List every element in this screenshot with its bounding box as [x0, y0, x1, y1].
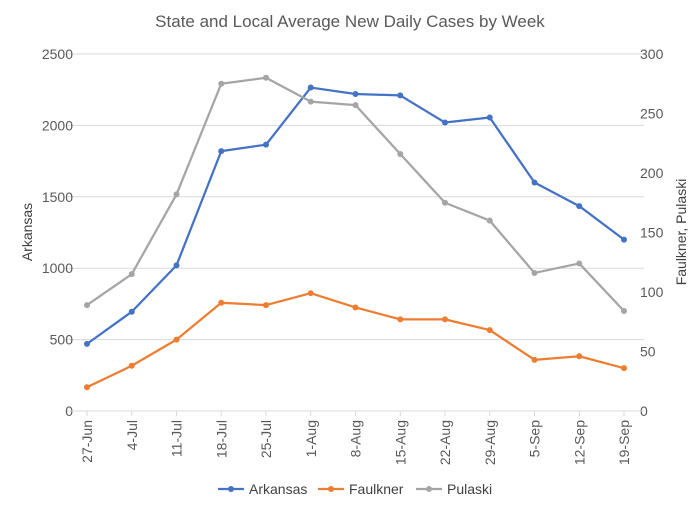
right-tick-label: 250: [640, 106, 664, 122]
legend: Arkansas Faulkner Pulaski: [218, 481, 492, 497]
gridlines: [67, 53, 644, 341]
data-point-arkansas: [128, 308, 135, 315]
data-point-faulkner: [531, 356, 538, 363]
x-tick-label: 18-Jul: [213, 420, 229, 458]
x-tick-label: 5-Sep: [527, 420, 543, 458]
data-point-pulaski: [84, 302, 90, 309]
left-tick-label: 1500: [42, 189, 73, 205]
data-point-pulaski: [621, 308, 627, 315]
data-point-pulaski: [397, 150, 404, 157]
data-point-faulkner: [442, 316, 448, 323]
data-point-arkansas: [84, 340, 90, 347]
legend-item-pulaski: Pulaski: [416, 481, 492, 497]
data-point-faulkner: [84, 384, 90, 391]
legend-item-faulkner: Faulkner: [318, 481, 404, 497]
data-point-arkansas: [218, 148, 225, 155]
x-tick-label: 29-Aug: [482, 420, 498, 465]
data-point-faulkner: [173, 336, 180, 343]
data-point-arkansas: [352, 90, 359, 97]
x-tick-label: 1-Aug: [303, 420, 319, 457]
data-point-pulaski: [173, 191, 180, 198]
data-point-pulaski: [307, 98, 314, 105]
data-point-arkansas: [531, 179, 538, 186]
series-lines: [84, 74, 627, 391]
right-tick-label: 300: [640, 46, 664, 62]
legend-swatch-marker: [426, 486, 432, 492]
left-tick-label: 500: [50, 332, 74, 348]
x-tick-label: 8-Aug: [348, 420, 364, 457]
left-axis-label: Arkansas: [19, 203, 35, 261]
data-point-faulkner: [397, 316, 404, 323]
x-tick-label: 19-Sep: [616, 420, 632, 465]
data-point-arkansas: [621, 236, 627, 243]
data-point-pulaski: [128, 271, 135, 278]
data-point-faulkner: [218, 299, 225, 306]
data-point-faulkner: [263, 302, 269, 309]
data-point-pulaski: [531, 269, 538, 276]
left-tick-label: 1000: [42, 260, 73, 276]
data-point-pulaski: [263, 74, 269, 81]
data-point-pulaski: [352, 102, 359, 109]
data-point-pulaski: [486, 217, 493, 224]
series-faulkner: [84, 290, 627, 391]
x-axis-ticks: 27-Jun 4-Jul 11-Jul 18-Jul 25-Jul 1-Aug 8-Aug 1…: [79, 411, 632, 465]
left-tick-label: 2500: [42, 46, 73, 62]
legend-label: Faulkner: [349, 481, 404, 497]
data-point-faulkner: [307, 290, 314, 297]
legend-item-arkansas: Arkansas: [218, 481, 307, 497]
x-tick-label: 11-Jul: [169, 420, 185, 457]
data-point-pulaski: [442, 199, 448, 206]
legend-label: Arkansas: [249, 481, 307, 497]
data-point-faulkner: [486, 327, 493, 334]
data-point-faulkner: [128, 362, 135, 369]
legend-label: Pulaski: [447, 481, 492, 497]
right-tick-label: 200: [640, 165, 664, 181]
x-tick-label: 4-Jul: [124, 420, 140, 450]
x-tick-label: 12-Sep: [571, 420, 587, 465]
data-point-arkansas: [442, 119, 448, 126]
data-point-arkansas: [486, 114, 493, 121]
data-point-faulkner: [352, 304, 359, 311]
left-tick-label: 2000: [42, 117, 73, 133]
data-point-pulaski: [576, 260, 583, 267]
data-point-arkansas: [173, 262, 180, 269]
series-pulaski: [84, 74, 627, 315]
data-point-arkansas: [307, 84, 314, 91]
right-tick-label: 100: [640, 284, 664, 300]
chart-title: State and Local Average New Daily Cases …: [155, 12, 545, 31]
data-point-faulkner: [576, 353, 583, 360]
data-point-faulkner: [621, 365, 627, 372]
x-tick-label: 25-Jul: [258, 420, 274, 458]
right-tick-label: 50: [640, 344, 656, 360]
data-point-arkansas: [397, 92, 404, 99]
data-point-arkansas: [263, 141, 269, 148]
x-tick-label: 27-Jun: [79, 420, 95, 463]
data-point-pulaski: [218, 80, 225, 87]
series-arkansas: [84, 84, 627, 347]
right-tick-label: 150: [640, 225, 664, 241]
right-axis-label: Faulkner, Pulaski: [673, 179, 689, 286]
legend-swatch-marker: [328, 486, 334, 492]
x-tick-label: 22-Aug: [437, 420, 453, 465]
x-tick-label: 15-Aug: [392, 420, 408, 465]
data-point-arkansas: [576, 203, 583, 210]
legend-swatch-marker: [228, 486, 234, 492]
